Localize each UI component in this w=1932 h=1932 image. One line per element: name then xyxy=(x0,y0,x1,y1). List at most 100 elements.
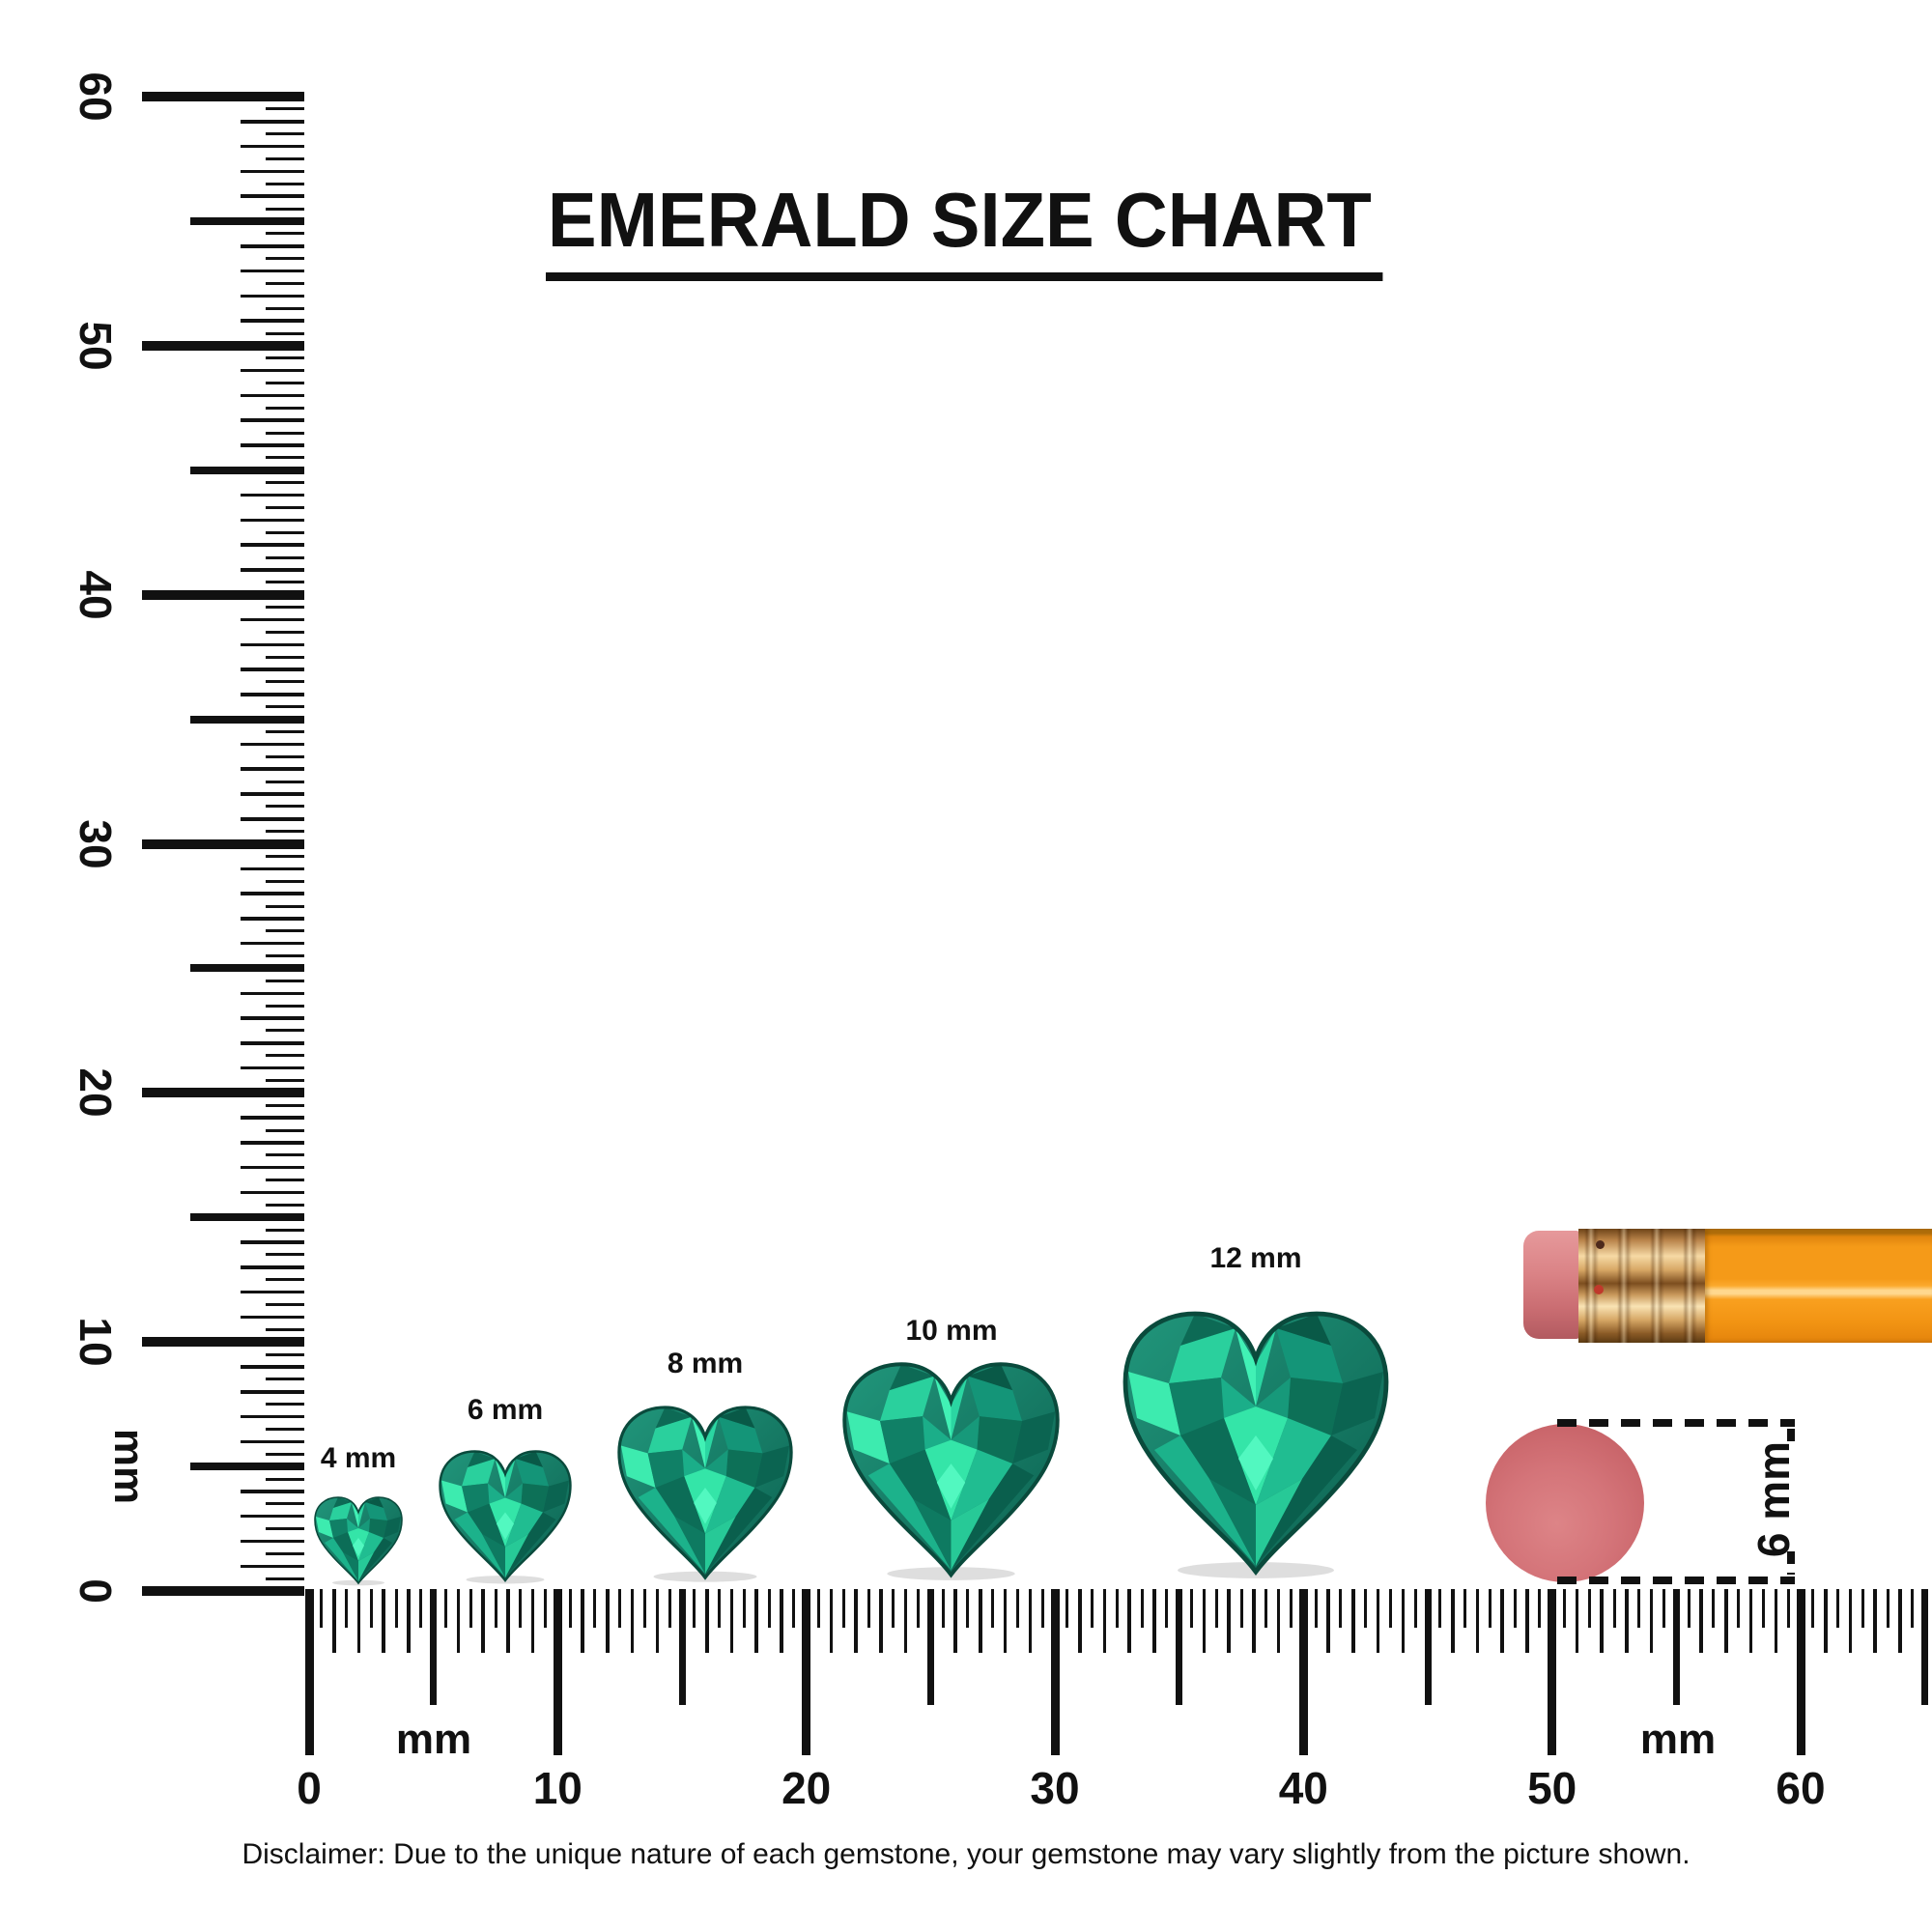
h-ruler-tick-half xyxy=(767,1589,771,1628)
v-ruler-tick-half xyxy=(266,606,304,610)
eraser-top-circle xyxy=(1486,1424,1644,1582)
h-ruler-tick-unit xyxy=(879,1589,883,1653)
h-ruler-tick-half xyxy=(917,1589,920,1628)
v-ruler-tick-unit xyxy=(241,1190,304,1195)
v-ruler-tick-unit xyxy=(241,1240,304,1244)
h-ruler-tick-half xyxy=(718,1589,722,1628)
h-ruler-tick-unit xyxy=(1724,1589,1728,1653)
h-ruler-tick-half xyxy=(1737,1589,1741,1628)
v-ruler-tick-half xyxy=(266,1477,304,1481)
v-ruler-tick-half xyxy=(266,1352,304,1356)
h-ruler-tick-five xyxy=(430,1589,438,1705)
h-ruler-tick-five xyxy=(926,1589,934,1705)
v-ruler-tick-unit xyxy=(241,867,304,870)
v-ruler-tick-half xyxy=(266,406,304,410)
v-ruler-tick-major xyxy=(142,92,304,101)
h-ruler-tick-unit xyxy=(1401,1589,1405,1653)
v-ruler-tick-half xyxy=(266,257,304,261)
h-ruler-tick-half xyxy=(1886,1589,1889,1628)
h-ruler-tick-half xyxy=(668,1589,671,1628)
h-ruler-tick-unit xyxy=(1102,1589,1107,1653)
h-ruler-tick-half xyxy=(1339,1589,1343,1628)
h-ruler-tick-half xyxy=(394,1589,398,1628)
v-ruler-tick-half xyxy=(266,1054,304,1058)
v-ruler-tick-unit xyxy=(241,393,304,398)
gem-8mm-label: 8 mm xyxy=(667,1348,744,1379)
h-ruler-tick-half xyxy=(742,1589,746,1628)
h-ruler-tick-unit xyxy=(506,1589,510,1653)
pencil-ferrule xyxy=(1578,1229,1705,1343)
h-ruler-tick-unit xyxy=(332,1589,336,1653)
gem-4mm xyxy=(310,1492,407,1589)
gem-6mm-label: 6 mm xyxy=(467,1394,544,1426)
v-ruler-tick-half xyxy=(266,207,304,211)
h-ruler-tick-half xyxy=(1438,1589,1442,1628)
h-ruler-tick-unit xyxy=(1003,1589,1008,1653)
v-ruler-tick-unit xyxy=(241,1041,304,1045)
v-ruler-tick-unit xyxy=(241,443,304,447)
h-ruler-tick-unit xyxy=(530,1589,535,1653)
h-ruler-tick-half xyxy=(1290,1589,1293,1628)
h-ruler-tick-unit xyxy=(1500,1589,1504,1653)
page-title: EMERALD SIZE CHART xyxy=(546,182,1383,281)
h-ruler-number-10: 10 xyxy=(532,1763,582,1813)
v-ruler-tick-five xyxy=(190,466,304,474)
h-ruler-tick-major xyxy=(553,1589,562,1755)
v-ruler-tick-unit xyxy=(241,1065,304,1070)
h-ruler-tick-unit xyxy=(382,1589,385,1653)
v-ruler-tick-unit xyxy=(241,1016,304,1020)
v-ruler-tick-unit xyxy=(241,1439,304,1444)
v-ruler-tick-half xyxy=(266,107,304,111)
gem-10mm-label: 10 mm xyxy=(905,1315,998,1347)
v-ruler-tick-unit xyxy=(241,1514,304,1519)
v-ruler-tick-half xyxy=(266,356,304,360)
h-ruler-tick-half xyxy=(1587,1589,1591,1628)
v-ruler-tick-unit xyxy=(241,1290,304,1294)
v-ruler-tick-unit xyxy=(241,1564,304,1568)
h-ruler-tick-half xyxy=(966,1589,970,1628)
v-ruler-tick-unit xyxy=(241,194,304,198)
h-ruler-tick-half xyxy=(1314,1589,1318,1628)
h-ruler-tick-half xyxy=(1091,1589,1094,1628)
v-ruler-number-60: 60 xyxy=(71,71,121,122)
ferrule-rivet-icon xyxy=(1594,1285,1604,1294)
v-ruler-tick-unit xyxy=(241,368,304,373)
v-ruler-tick-unit xyxy=(241,1390,304,1394)
v-ruler-tick-unit xyxy=(241,917,304,921)
h-ruler-tick-major xyxy=(304,1589,314,1755)
h-ruler-tick-major xyxy=(1298,1589,1308,1755)
h-ruler-tick-half xyxy=(618,1589,622,1628)
h-ruler-tick-unit xyxy=(953,1589,957,1653)
h-ruler-tick-half xyxy=(494,1589,497,1628)
h-ruler-tick-unit xyxy=(1774,1589,1777,1653)
h-ruler-tick-unit xyxy=(630,1589,635,1653)
v-ruler-tick-unit xyxy=(241,493,304,497)
v-ruler-tick-half xyxy=(266,1403,304,1406)
v-ruler-tick-half xyxy=(266,979,304,982)
v-ruler-tick-half xyxy=(266,1551,304,1555)
v-ruler-tick-half xyxy=(266,1179,304,1182)
v-ruler-tick-unit xyxy=(241,568,304,572)
h-ruler-number-60: 60 xyxy=(1776,1763,1826,1813)
gem-4mm-label: 4 mm xyxy=(320,1442,397,1474)
v-ruler-tick-half xyxy=(266,754,304,758)
h-ruler-tick-half xyxy=(1712,1589,1716,1628)
v-ruler-tick-unit xyxy=(241,244,304,248)
h-ruler-tick-major xyxy=(1796,1589,1805,1755)
h-ruler-tick-half xyxy=(792,1589,796,1628)
h-ruler-tick-half xyxy=(469,1589,472,1628)
h-ruler-tick-half xyxy=(693,1589,696,1628)
h-ruler-number-30: 30 xyxy=(1030,1763,1080,1813)
h-ruler-tick-half xyxy=(444,1589,447,1628)
h-ruler-tick-major xyxy=(1050,1589,1060,1755)
v-ruler-tick-five xyxy=(190,1463,304,1471)
gem-12mm xyxy=(1111,1299,1401,1589)
v-ruler-number-0: 0 xyxy=(71,1578,121,1604)
v-ruler-tick-half xyxy=(266,1278,304,1282)
v-ruler-tick-half xyxy=(266,232,304,236)
h-ruler-tick-unit xyxy=(407,1589,411,1653)
h-ruler-tick-half xyxy=(1761,1589,1765,1628)
v-ruler-tick-half xyxy=(266,481,304,485)
dimension-line-top xyxy=(1557,1419,1795,1427)
v-ruler-tick-half xyxy=(266,132,304,136)
